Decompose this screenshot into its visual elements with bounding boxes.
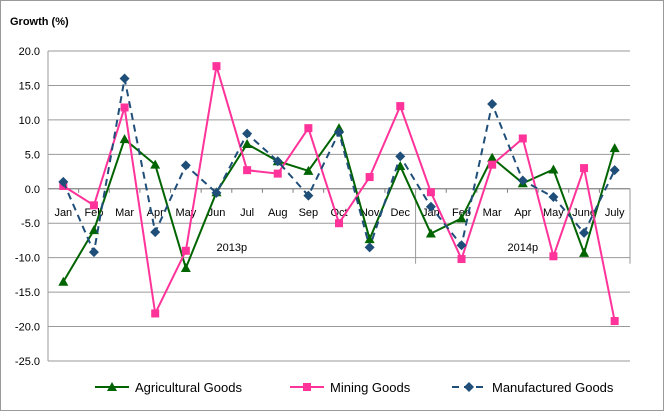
data-point <box>150 159 161 169</box>
data-point <box>425 228 436 238</box>
x-tick-label: Mar <box>483 207 502 219</box>
y-tick-label: -25.0 <box>15 356 40 368</box>
data-point <box>180 263 191 272</box>
data-point <box>365 173 374 182</box>
data-point <box>548 192 559 203</box>
data-point <box>88 225 99 235</box>
x-tick-label: Sep <box>299 207 319 219</box>
data-point <box>334 127 344 138</box>
data-point <box>579 227 590 238</box>
data-point <box>303 190 314 201</box>
data-point <box>212 62 221 71</box>
data-point <box>119 134 130 144</box>
data-point <box>487 152 498 162</box>
data-point <box>395 161 406 171</box>
x-tick-label: Dec <box>390 207 410 219</box>
y-tick-label: -5.0 <box>21 218 40 230</box>
x-group-label: 2013p <box>216 242 247 254</box>
y-tick-label: 10.0 <box>19 115 40 127</box>
data-point <box>151 309 160 318</box>
x-tick-label: Mar <box>115 207 134 219</box>
y-tick-label: -15.0 <box>15 287 40 299</box>
y-axis-ticks: 20.0 15.0 10.0 5.0 0.0 -5.0 -10.0 -15.0 -20.0 -25… <box>15 46 40 368</box>
y-tick-label: -10.0 <box>15 253 40 265</box>
data-point <box>457 255 466 264</box>
data-point <box>120 103 129 112</box>
data-point <box>180 160 191 171</box>
y-tick-label: -20.0 <box>15 322 40 334</box>
x-tick-label: Jan <box>54 207 72 219</box>
legend-label: Manufactured Goods <box>492 380 614 395</box>
data-point <box>58 176 69 187</box>
data-point <box>242 128 253 139</box>
series-mining-goods <box>59 62 619 326</box>
y-tick-label: 0.0 <box>25 184 40 196</box>
data-point <box>549 252 558 261</box>
data-point <box>272 156 283 167</box>
data-point <box>548 164 559 174</box>
series-line <box>62 125 616 283</box>
data-point <box>580 164 589 173</box>
data-point <box>119 73 130 84</box>
data-point <box>335 219 343 228</box>
data-point <box>426 188 435 197</box>
data-point <box>456 213 467 223</box>
data-point <box>456 240 467 251</box>
x-tick-label: May <box>543 207 564 219</box>
x-tick-label: June <box>572 207 596 219</box>
data-point <box>609 143 620 153</box>
data-point <box>609 165 620 176</box>
series-line <box>62 65 616 322</box>
data-point <box>579 247 590 257</box>
data-point <box>89 201 98 210</box>
data-point <box>303 165 314 175</box>
data-point <box>364 242 375 253</box>
data-point <box>488 160 497 169</box>
x-tick-label: Jan <box>422 207 440 219</box>
x-tick-label: Jun <box>208 207 226 219</box>
data-point <box>242 139 253 148</box>
data-point <box>395 151 406 162</box>
legend-label: Mining Goods <box>330 380 411 395</box>
x-tick-label: Aug <box>268 207 288 219</box>
series-manufactured-goods <box>58 73 620 258</box>
data-point <box>364 234 375 244</box>
data-point <box>150 227 161 238</box>
y-tick-label: 20.0 <box>19 46 40 58</box>
legend-label: Agricultural Goods <box>135 380 242 395</box>
gridlines <box>47 50 630 362</box>
series-agricultural-goods <box>58 123 620 286</box>
data-point <box>518 134 527 143</box>
data-point <box>58 276 69 286</box>
data-point <box>396 102 405 111</box>
x-tick-label: July <box>605 207 625 219</box>
data-point <box>243 166 252 175</box>
legend-marker <box>464 382 474 392</box>
data-point <box>211 187 222 198</box>
data-point <box>517 175 528 186</box>
x-tick-label: Nov <box>360 207 380 219</box>
data-point <box>487 99 498 110</box>
y-tick-label: 5.0 <box>25 149 40 161</box>
y-axis-title: Growth (%) <box>10 16 69 28</box>
data-point <box>425 201 436 212</box>
data-point <box>610 317 619 326</box>
data-point <box>88 247 99 258</box>
data-point <box>304 124 313 133</box>
y-tick-label: 15.0 <box>19 80 40 92</box>
x-axis: Jan Feb Mar Apr May Jun Jul Aug Sep Oct Nov Dec Jan F… <box>47 188 631 264</box>
x-tick-label: Jul <box>240 207 254 219</box>
data-point <box>273 169 282 178</box>
series <box>58 62 620 326</box>
legend-marker <box>303 383 311 391</box>
legend: Agricultural Goods Mining Goods Manufactur… <box>95 380 614 395</box>
data-point <box>181 246 190 255</box>
legend-marker <box>107 382 117 391</box>
x-tick-label: Apr <box>514 207 531 219</box>
x-group-label: 2014p <box>507 242 538 254</box>
